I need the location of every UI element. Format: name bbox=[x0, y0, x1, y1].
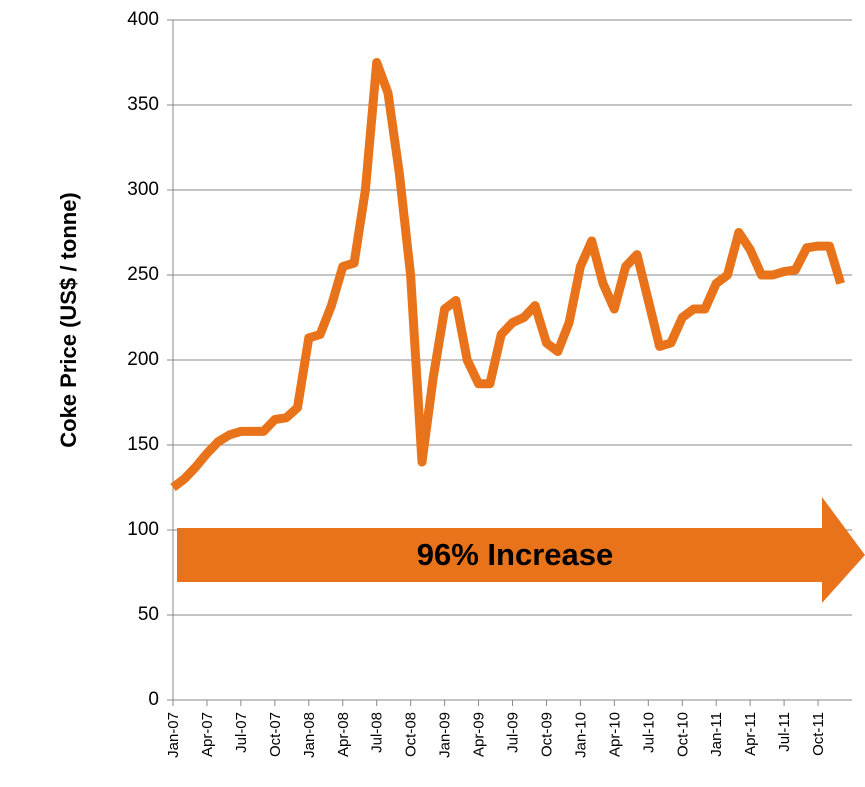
x-tick-label: Apr-11 bbox=[742, 712, 759, 756]
y-tick-label: 100 bbox=[127, 519, 159, 540]
y-tick-label: 200 bbox=[127, 349, 159, 370]
x-tick-label: Jul-08 bbox=[369, 712, 386, 753]
x-tick-label: Apr-07 bbox=[199, 712, 216, 757]
x-tick-label: Jan-08 bbox=[301, 712, 318, 758]
x-tick-label: Jan-07 bbox=[165, 712, 182, 758]
x-tick-label: Jul-09 bbox=[505, 712, 522, 753]
y-tick-label: 400 bbox=[127, 9, 159, 30]
price-line bbox=[170, 58, 846, 492]
x-tick-label: Jul-11 bbox=[776, 712, 793, 752]
x-tick-label: Jan-11 bbox=[708, 712, 725, 757]
x-tick-label: Apr-08 bbox=[335, 712, 352, 757]
x-tick-label: Jan-10 bbox=[572, 712, 589, 758]
y-tick-label: 0 bbox=[148, 689, 159, 710]
x-tick-label: Oct-11 bbox=[810, 712, 827, 756]
x-tick-label: Oct-09 bbox=[538, 712, 555, 757]
y-tick-label: 350 bbox=[127, 94, 159, 115]
x-tick-label: Jan-09 bbox=[437, 712, 454, 758]
x-tick-label: Jul-07 bbox=[233, 712, 250, 753]
x-tick-label: Apr-10 bbox=[606, 712, 623, 757]
y-tick-label: 150 bbox=[127, 434, 159, 455]
y-axis-label: Coke Price (US$ / tonne) bbox=[56, 192, 81, 448]
x-tick-label: Oct-08 bbox=[403, 712, 420, 757]
y-tick-label: 250 bbox=[127, 264, 159, 285]
y-tick-label: 50 bbox=[138, 604, 159, 625]
annotation-text: 96% Increase bbox=[417, 537, 613, 572]
y-tick-label: 300 bbox=[127, 179, 159, 200]
annotation-arrow bbox=[177, 497, 865, 603]
x-tick-label: Oct-10 bbox=[674, 712, 691, 757]
x-tick-label: Apr-09 bbox=[471, 712, 488, 757]
x-tick-label: Jul-10 bbox=[640, 712, 657, 753]
x-tick-label: Oct-07 bbox=[267, 712, 284, 757]
